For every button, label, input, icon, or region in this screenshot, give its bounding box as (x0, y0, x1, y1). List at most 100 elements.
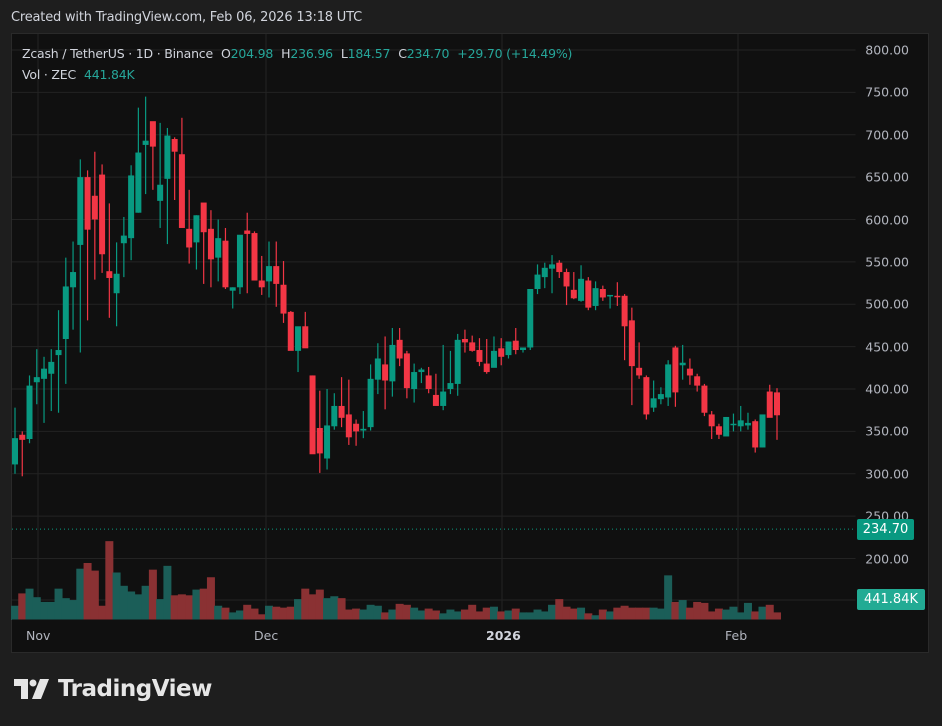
volume-bar (729, 606, 738, 620)
candle-body (128, 175, 135, 239)
volume-bar (519, 612, 527, 620)
candle-body (505, 341, 512, 356)
candle-body (636, 367, 643, 376)
candle-body (193, 215, 200, 243)
volume-bar (722, 609, 731, 620)
candle-body (236, 234, 243, 288)
candle-body (62, 286, 69, 339)
volume-bar (127, 591, 136, 620)
volume-bar (206, 577, 215, 620)
candle-body (447, 383, 454, 389)
volume-bar (352, 608, 361, 620)
tradingview-logo[interactable]: TradingView (14, 676, 212, 702)
volume-bar (301, 588, 310, 620)
price-tick-label: 450.00 (865, 339, 909, 355)
volume-bar (743, 602, 752, 620)
volume-bar (693, 601, 702, 620)
candle-body (657, 394, 664, 400)
candle-body (411, 372, 418, 389)
candle-body (149, 121, 156, 147)
candle-body (215, 238, 222, 258)
volume-bar (482, 607, 491, 620)
candle-body (440, 391, 447, 406)
volume-bar (18, 593, 27, 620)
price-tick-label: 650.00 (865, 169, 909, 185)
volume-bar (439, 613, 448, 620)
volume-bar (627, 607, 636, 620)
candle-body (295, 326, 302, 351)
volume-bar (504, 610, 513, 620)
volume-bar (330, 596, 339, 620)
volume-bar (714, 608, 723, 620)
volume-bar (148, 569, 157, 620)
price-tick-label: 700.00 (865, 127, 909, 143)
candle-body (207, 228, 214, 260)
candle-body (759, 414, 766, 448)
volume-bar (76, 568, 85, 620)
candle-body (730, 423, 737, 426)
volume-bar (584, 613, 593, 620)
candle-body (498, 348, 505, 357)
candle-body (541, 267, 548, 278)
price-tick-label: 300.00 (865, 466, 909, 482)
volume-label[interactable]: Vol · ZEC (22, 67, 77, 82)
price-tick-label: 550.00 (865, 254, 909, 270)
last-price-tag: 234.70 (857, 519, 914, 540)
volume-bar (424, 608, 433, 620)
volume-bar (257, 614, 266, 620)
candle-body (222, 240, 229, 288)
candle-body (650, 398, 657, 408)
volume-bar (446, 609, 455, 620)
tradingview-logo-icon (14, 679, 49, 699)
volume-bar (105, 541, 114, 620)
volume-bar (642, 607, 651, 620)
candle-body (774, 392, 780, 416)
volume-bar (315, 589, 324, 620)
candle-body (592, 288, 599, 306)
candle-body (280, 284, 287, 314)
low-value: 184.57 (347, 46, 391, 61)
volume-bar (228, 612, 237, 620)
volume-bar (40, 601, 49, 620)
volume-bar (664, 575, 673, 620)
volume-bar (460, 609, 469, 620)
candle-body (679, 362, 686, 366)
volume-bar (279, 607, 288, 620)
volume-bar (468, 604, 477, 620)
candle-body (686, 368, 693, 376)
price-tick-label: 600.00 (865, 212, 909, 227)
volume-bar (555, 599, 564, 620)
volume-bar (773, 612, 781, 620)
volume-bar (700, 602, 709, 620)
volume-bar (221, 607, 230, 620)
volume-bar (388, 609, 397, 620)
candle-body (403, 353, 410, 389)
open-value: 204.98 (230, 46, 274, 61)
volume-bar (243, 604, 252, 620)
candle-body (157, 184, 164, 201)
price-tick-label: 400.00 (865, 381, 909, 397)
candle-body (534, 274, 541, 289)
volume-bar (410, 607, 419, 620)
volume-bar (475, 611, 484, 620)
volume-bar (61, 598, 70, 620)
volume-bar (533, 609, 542, 620)
price-tick-label: 200.00 (865, 551, 909, 566)
high-label: H (281, 46, 291, 61)
volume-bar (620, 605, 629, 620)
candle-body (483, 363, 490, 373)
candle-body (178, 154, 185, 228)
volume-bar (685, 607, 694, 620)
symbol-title[interactable]: Zcash / TetherUS · 1D · Binance (22, 46, 213, 61)
volume-bar (649, 607, 658, 620)
candle-body (469, 342, 476, 351)
candle-body (476, 350, 483, 362)
candle-body (273, 266, 280, 284)
volume-bar (250, 608, 259, 620)
candle-body (694, 376, 701, 386)
volume-bar (526, 612, 535, 620)
time-tick-label: Feb (725, 628, 748, 643)
volume-bar (402, 604, 411, 620)
candle-body (578, 278, 585, 301)
